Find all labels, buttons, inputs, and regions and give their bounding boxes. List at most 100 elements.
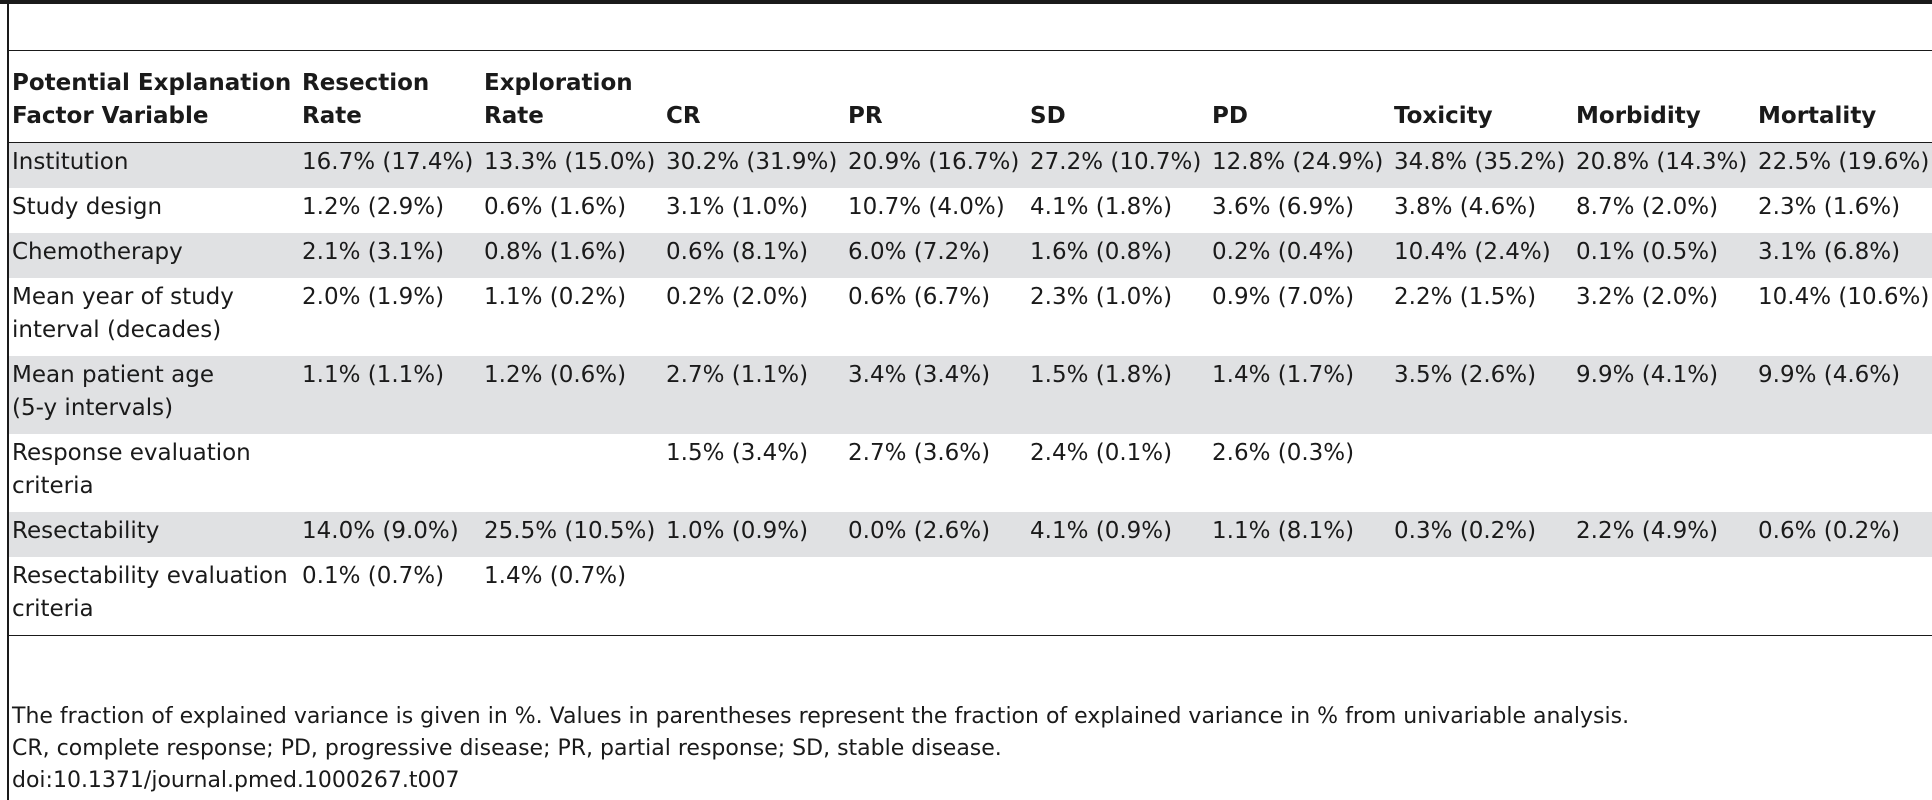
table-row: Mean year of study interval (decades) 2.0%… xyxy=(9,278,1932,356)
row-label: Institution xyxy=(9,142,299,188)
table-row: Study design 1.2% (2.9%) 0.6% (1.6%) 3.1% (… xyxy=(9,188,1932,233)
column-header-line: SD xyxy=(1030,103,1066,129)
row-label-line: Resectability xyxy=(12,518,160,544)
column-header-line: Toxicity xyxy=(1394,103,1493,129)
column-header-line: Rate xyxy=(484,103,544,129)
table-body: Institution 16.7% (17.4%) 13.3% (15.0%) 30.… xyxy=(9,142,1932,636)
table-cell: 1.0% (0.9%) xyxy=(663,512,845,557)
table-cell: 1.4% (1.7%) xyxy=(1209,356,1391,434)
table-cell: 2.3% (1.0%) xyxy=(1030,284,1173,310)
table-cell xyxy=(1755,557,1932,636)
table-cell: 1.4% (0.7%) xyxy=(484,563,627,589)
table-cell: 10.4% (2.4%) xyxy=(1391,233,1573,278)
footnote-variance-note: The fraction of explained variance is gi… xyxy=(12,704,1630,729)
table-cell: 0.8% (1.6%) xyxy=(481,233,663,278)
table-footnotes: The fraction of explained variance is gi… xyxy=(12,701,1629,797)
row-label-line: Study design xyxy=(12,194,163,220)
table-cell: 4.1% (1.8%) xyxy=(1030,194,1173,220)
table-cell: 16.7% (17.4%) xyxy=(299,142,481,188)
column-header-line: Exploration xyxy=(484,70,633,96)
row-label-line: Mean patient age xyxy=(12,362,214,388)
row-label-line: (5-y intervals) xyxy=(12,395,174,421)
table-cell: 0.3% (0.2%) xyxy=(1391,512,1573,557)
table-cell xyxy=(1027,557,1209,636)
row-label: Mean year of study interval (decades) xyxy=(9,278,299,356)
table-cell: 1.2% (2.9%) xyxy=(302,194,445,220)
table-row: Institution 16.7% (17.4%) 13.3% (15.0%) 30.… xyxy=(9,142,1932,188)
table-cell: 1.2% (0.6%) xyxy=(481,356,663,434)
row-label-line: criteria xyxy=(12,473,94,499)
table-cell: 3.4% (3.4%) xyxy=(845,356,1027,434)
table-row: Response evaluation criteria 1.5% (3.4%) 2.… xyxy=(9,434,1932,512)
table-cell: 3.5% (2.6%) xyxy=(1391,356,1573,434)
column-header-line: CR xyxy=(666,103,701,129)
left-border-rule xyxy=(7,0,9,800)
table-cell xyxy=(663,557,845,636)
row-label-line: interval (decades) xyxy=(12,317,222,343)
table-cell xyxy=(1391,557,1573,636)
table-cell: 0.2% (0.4%) xyxy=(1209,233,1391,278)
table-cell: 0.6% (1.6%) xyxy=(484,194,627,220)
column-header: Exploration Rate xyxy=(481,50,663,143)
row-label: Resectability xyxy=(9,512,299,557)
table-cell: 2.7% (1.1%) xyxy=(663,356,845,434)
table-cell: 22.5% (19.6%) xyxy=(1755,142,1932,188)
table-cell: 3.1% (1.0%) xyxy=(666,194,809,220)
column-header-line: Factor Variable xyxy=(12,103,209,129)
table-cell xyxy=(1573,557,1755,636)
table-cell: 13.3% (15.0%) xyxy=(481,142,663,188)
table-cell: 0.2% (2.0%) xyxy=(666,284,809,310)
table-cell: 20.8% (14.3%) xyxy=(1573,142,1755,188)
table-cell: 25.5% (10.5%) xyxy=(481,512,663,557)
table-cell: 12.8% (24.9%) xyxy=(1209,142,1391,188)
table-row: Chemotherapy 2.1% (3.1%) 0.8% (1.6%) 0.6% (… xyxy=(9,233,1932,278)
column-header: CR xyxy=(663,50,845,143)
column-header-line: PR xyxy=(848,103,883,129)
row-label: Response evaluation criteria xyxy=(9,434,299,512)
table-row: Mean patient age (5-y intervals) 1.1% (1.1… xyxy=(9,356,1932,434)
table-cell: 1.1% (8.1%) xyxy=(1209,512,1391,557)
column-header: Toxicity xyxy=(1391,50,1573,143)
table-cell: 30.2% (31.9%) xyxy=(663,142,845,188)
table-cell: 3.8% (4.6%) xyxy=(1394,194,1537,220)
row-label-line: Chemotherapy xyxy=(12,239,183,265)
footnote-abbreviations: CR, complete response; PD, progressive d… xyxy=(12,736,1002,761)
footnote-doi: doi:10.1371/journal.pmed.1000267.t007 xyxy=(12,768,460,793)
table-cell: 0.1% (0.7%) xyxy=(302,563,445,589)
column-header: SD xyxy=(1027,50,1209,143)
table-cell: 27.2% (10.7%) xyxy=(1027,142,1209,188)
column-header-line: Resection xyxy=(302,70,430,96)
table-header: Potential Explanation Factor Variable Rese… xyxy=(9,50,1932,143)
table-cell: 1.5% (1.8%) xyxy=(1027,356,1209,434)
table-row: Resectability 14.0% (9.0%) 25.5% (10.5%) 1.… xyxy=(9,512,1932,557)
table-cell: 2.7% (3.6%) xyxy=(848,440,991,466)
top-border-rule xyxy=(0,0,1932,4)
table-cell: 9.9% (4.6%) xyxy=(1755,356,1932,434)
table-cell: 9.9% (4.1%) xyxy=(1573,356,1755,434)
table-cell: 6.0% (7.2%) xyxy=(845,233,1027,278)
table-cell: 0.1% (0.5%) xyxy=(1573,233,1755,278)
column-header-line: PD xyxy=(1212,103,1248,129)
table-cell: 1.1% (0.2%) xyxy=(484,284,627,310)
table-cell xyxy=(1209,557,1391,636)
row-label-line: Institution xyxy=(12,149,129,175)
table-cell: 1.6% (0.8%) xyxy=(1027,233,1209,278)
table-cell: 3.1% (6.8%) xyxy=(1755,233,1932,278)
row-label: Mean patient age (5-y intervals) xyxy=(9,356,299,434)
row-label-line: Resectability evaluation xyxy=(12,563,288,589)
table-cell: 1.1% (1.1%) xyxy=(299,356,481,434)
table-cell: 10.7% (4.0%) xyxy=(848,194,1005,220)
table-cell: 4.1% (0.9%) xyxy=(1027,512,1209,557)
table-cell: 1.5% (3.4%) xyxy=(666,440,809,466)
row-label-line: criteria xyxy=(12,596,94,622)
table-cell: 10.4% (10.6%) xyxy=(1758,284,1930,310)
row-label: Chemotherapy xyxy=(9,233,299,278)
column-header-line: Mortality xyxy=(1758,103,1877,129)
table-cell: 20.9% (16.7%) xyxy=(845,142,1027,188)
table-cell: 2.3% (1.6%) xyxy=(1758,194,1901,220)
explained-variance-table: Potential Explanation Factor Variable Rese… xyxy=(9,50,1932,636)
table-cell: 0.9% (7.0%) xyxy=(1212,284,1355,310)
table-row: Resectability evaluation criteria 0.1% (0.… xyxy=(9,557,1932,636)
table-cell: 2.2% (1.5%) xyxy=(1394,284,1537,310)
table-cell xyxy=(845,557,1027,636)
